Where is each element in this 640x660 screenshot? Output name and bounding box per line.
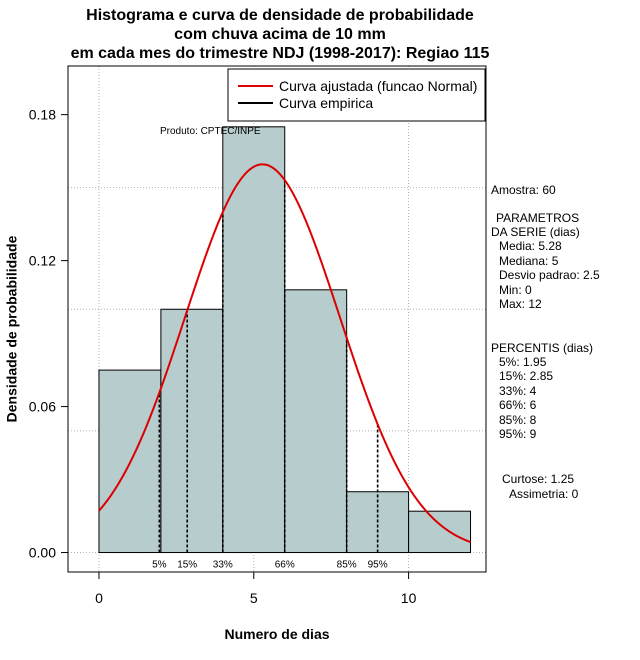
x-axis-label: Numero de dias bbox=[224, 626, 329, 642]
histogram-bar bbox=[408, 510, 472, 554]
param-max: Max: 12 bbox=[499, 297, 542, 311]
percentile-15: 15%: 2.85 bbox=[499, 369, 554, 383]
histogram-bar bbox=[160, 308, 224, 554]
chart-title-line-1: Histograma e curva de densidade de proba… bbox=[86, 7, 474, 24]
param-median: Mediana: 5 bbox=[499, 254, 559, 268]
percentile-label: 33% bbox=[213, 560, 233, 571]
x-tick-label: 0 bbox=[95, 590, 103, 606]
legend: Curva ajustada (funcao Normal)Curva empi… bbox=[227, 68, 486, 122]
sample-size: Amostra: 60 bbox=[491, 183, 556, 197]
percentile-5: 5%: 1.95 bbox=[499, 355, 547, 369]
param-stddev: Desvio padrao: 2.5 bbox=[499, 268, 600, 282]
percentile-label: 95% bbox=[368, 560, 388, 571]
chart-title-line-2: com chuva acima de 10 mm bbox=[174, 26, 386, 43]
percentile-95: 95%: 9 bbox=[499, 427, 537, 441]
x-tick-label: 10 bbox=[401, 590, 417, 606]
y-tick-label: 0.12 bbox=[29, 253, 56, 269]
normal-fit-curve bbox=[98, 163, 471, 543]
histogram-bar bbox=[284, 289, 348, 554]
skewness: Assimetria: 0 bbox=[509, 487, 579, 501]
params-title: PARAMETROS bbox=[496, 211, 580, 225]
percentile-label: 5% bbox=[152, 560, 167, 571]
param-min: Min: 0 bbox=[499, 283, 532, 297]
percentile-85: 85%: 8 bbox=[499, 413, 537, 427]
product-annotation: Produto: CPTEC/INPE bbox=[160, 126, 261, 137]
kurtosis: Curtose: 1.25 bbox=[502, 472, 575, 486]
params-subtitle: DA SERIE (dias) bbox=[491, 225, 580, 239]
percentiles-title: PERCENTIS (dias) bbox=[491, 341, 594, 355]
percentile-66: 66%: 6 bbox=[499, 398, 537, 412]
percentile-label: 15% bbox=[177, 560, 197, 571]
histogram-bar bbox=[222, 126, 286, 554]
y-axis-label: Densidade de probabilidade bbox=[4, 235, 20, 422]
percentile-label: 66% bbox=[275, 560, 295, 571]
legend-label: Curva ajustada (funcao Normal) bbox=[279, 78, 477, 94]
y-tick-label: 0.06 bbox=[29, 399, 56, 415]
percentile-label: 85% bbox=[337, 560, 357, 571]
legend-box bbox=[227, 68, 486, 122]
y-tick-label: 0.00 bbox=[29, 545, 56, 561]
param-mean: Media: 5.28 bbox=[499, 239, 562, 253]
x-tick-label: 5 bbox=[250, 590, 258, 606]
y-tick-label: 0.18 bbox=[29, 107, 56, 123]
percentile-33: 33%: 4 bbox=[499, 384, 537, 398]
legend-label: Curva empirica bbox=[279, 95, 373, 111]
chart-title-line-3: em cada mes do trimestre NDJ (1998-2017)… bbox=[70, 45, 490, 62]
